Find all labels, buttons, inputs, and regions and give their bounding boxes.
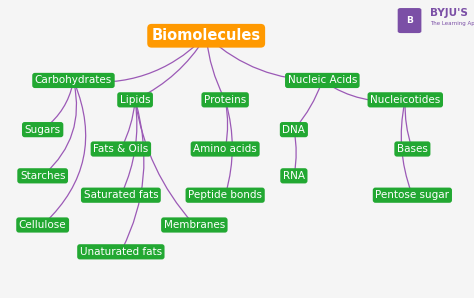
Text: Pentose sugar: Pentose sugar <box>375 190 449 200</box>
Text: RNA: RNA <box>283 171 305 181</box>
Text: B: B <box>406 16 413 25</box>
Text: Bases: Bases <box>397 144 428 154</box>
Text: Biomolecules: Biomolecules <box>152 28 261 43</box>
Text: The Learning App: The Learning App <box>430 21 474 26</box>
Text: Cellulose: Cellulose <box>19 220 66 230</box>
Text: BYJU'S: BYJU'S <box>430 8 468 18</box>
Text: Fats & Oils: Fats & Oils <box>93 144 148 154</box>
Text: Amino acids: Amino acids <box>193 144 257 154</box>
Text: Saturated fats: Saturated fats <box>83 190 158 200</box>
Text: Unaturated fats: Unaturated fats <box>80 247 162 257</box>
Text: Membranes: Membranes <box>164 220 225 230</box>
Text: Sugars: Sugars <box>25 125 61 135</box>
Text: Proteins: Proteins <box>204 95 246 105</box>
Text: Lipids: Lipids <box>120 95 150 105</box>
Text: Carbohydrates: Carbohydrates <box>35 75 112 86</box>
Text: DNA: DNA <box>283 125 305 135</box>
Text: Peptide bonds: Peptide bonds <box>188 190 262 200</box>
Text: Nucleicotides: Nucleicotides <box>370 95 440 105</box>
Text: Starches: Starches <box>20 171 65 181</box>
FancyBboxPatch shape <box>398 8 421 33</box>
Text: Nucleic Acids: Nucleic Acids <box>288 75 357 86</box>
